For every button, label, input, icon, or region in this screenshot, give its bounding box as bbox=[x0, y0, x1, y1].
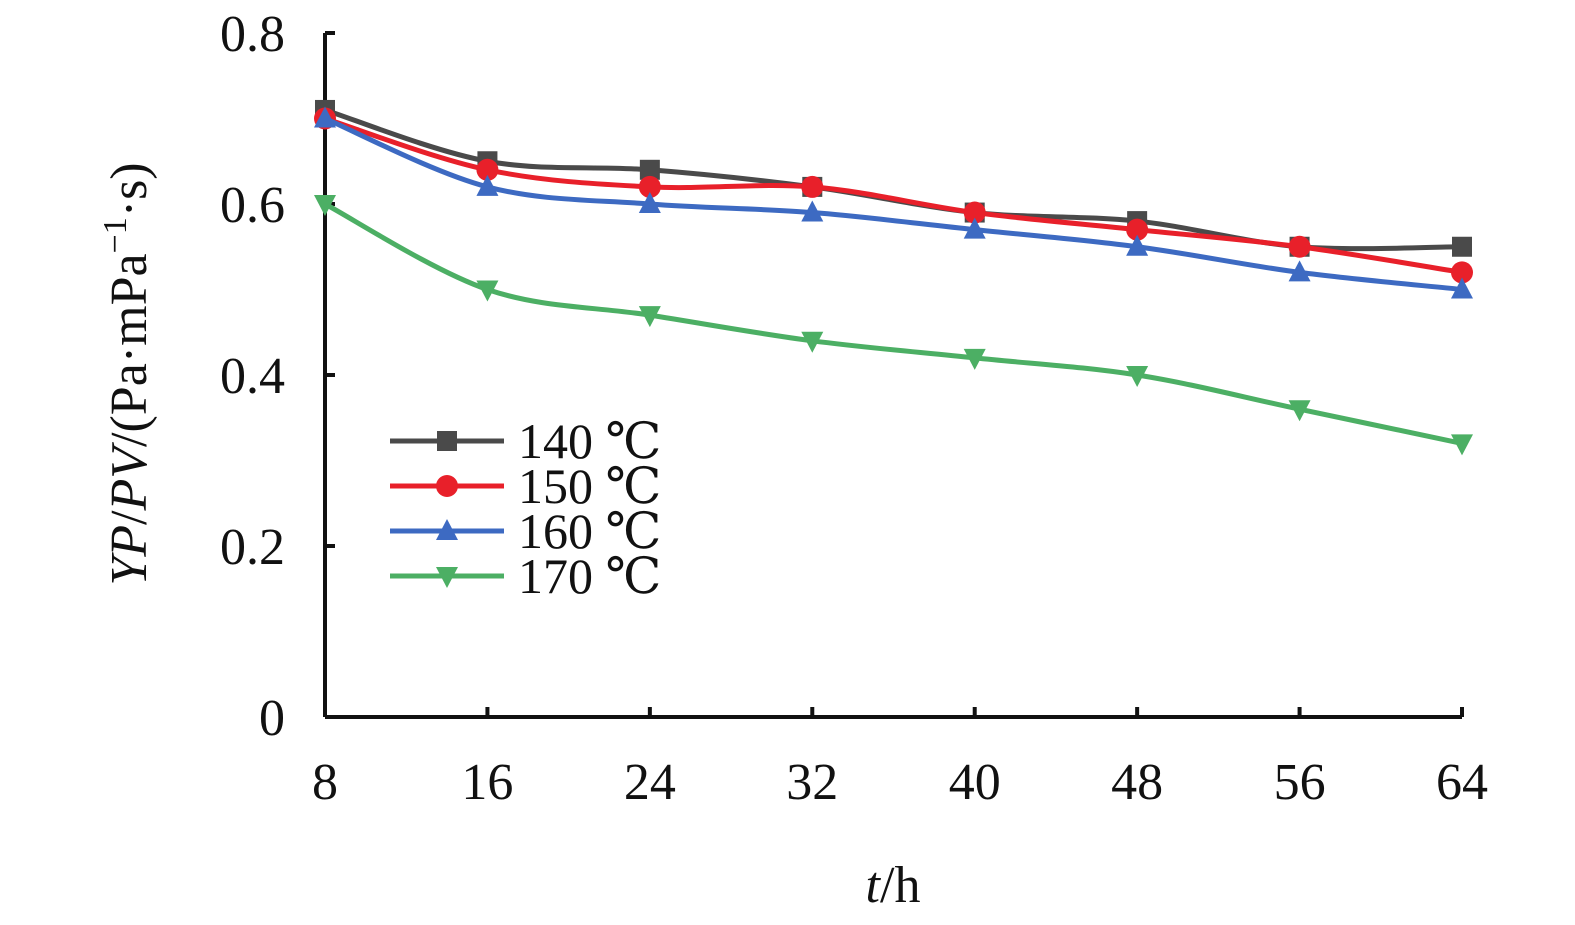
x-tick-label: 24 bbox=[624, 754, 676, 811]
series-3 bbox=[314, 195, 1473, 456]
y-axis-title-sep1: / bbox=[101, 510, 158, 525]
legend-label: 140 ℃ bbox=[518, 413, 661, 469]
legend-item: 150 ℃ bbox=[390, 458, 661, 514]
data-point bbox=[963, 201, 986, 224]
y-tick-label: 0.2 bbox=[220, 519, 285, 576]
data-point bbox=[1451, 434, 1473, 456]
y-axis-title-yp: YP bbox=[101, 525, 158, 586]
x-ticks: 8 16 24 32 40 48 56 64 bbox=[312, 707, 1488, 811]
data-point bbox=[476, 174, 499, 196]
y-tick-label: 0 bbox=[259, 690, 285, 747]
legend-marker bbox=[436, 567, 458, 588]
data-point bbox=[314, 106, 336, 128]
y-tick-label: 0.4 bbox=[220, 348, 285, 405]
x-axis-title: t/h bbox=[866, 857, 921, 914]
legend-label: 160 ℃ bbox=[518, 503, 661, 559]
data-point bbox=[1451, 277, 1473, 299]
series-1 bbox=[314, 107, 1473, 284]
x-tick-label: 48 bbox=[1111, 754, 1163, 811]
y-axis-title-pv: PV bbox=[101, 442, 158, 512]
data-point bbox=[1451, 261, 1473, 284]
data-point bbox=[1452, 236, 1472, 257]
x-tick-label: 8 bbox=[312, 754, 338, 811]
y-axis-title-tail: ·s) bbox=[101, 162, 158, 217]
data-point bbox=[638, 175, 661, 198]
plot-area bbox=[314, 99, 1473, 456]
series-line bbox=[323, 201, 1463, 446]
data-point bbox=[801, 175, 824, 198]
x-tick-label: 32 bbox=[786, 754, 838, 811]
y-tick-label: 0.8 bbox=[220, 6, 285, 63]
data-point bbox=[314, 195, 336, 216]
series-line bbox=[324, 116, 1463, 292]
legend-marker bbox=[437, 431, 457, 451]
data-point bbox=[801, 200, 824, 222]
data-point bbox=[1288, 260, 1311, 282]
data-point bbox=[801, 331, 824, 353]
legend-item: 160 ℃ bbox=[390, 503, 661, 559]
x-axis-title-var: t bbox=[866, 857, 882, 914]
y-tick-label: 0.6 bbox=[220, 177, 285, 234]
series-2 bbox=[314, 106, 1473, 299]
y-axis-title-unit: /(Pa·mPa bbox=[101, 253, 158, 447]
legend-marker bbox=[436, 519, 458, 540]
data-point bbox=[1288, 235, 1311, 258]
data-point bbox=[1126, 218, 1149, 241]
axes: 0 0.2 0.4 0.6 0.8 8 16 24 32 40 48 56 64 bbox=[220, 6, 1488, 811]
x-tick-label: 56 bbox=[1274, 754, 1326, 811]
data-point bbox=[1126, 366, 1149, 387]
data-point bbox=[476, 158, 499, 181]
x-tick-label: 16 bbox=[461, 754, 513, 811]
data-point bbox=[963, 348, 986, 370]
legend-item: 140 ℃ bbox=[390, 413, 661, 469]
data-point bbox=[1126, 234, 1149, 256]
legend-marker bbox=[436, 475, 458, 497]
data-point bbox=[638, 306, 661, 328]
x-axis-title-unit: /h bbox=[880, 857, 920, 914]
legend-label: 170 ℃ bbox=[518, 548, 661, 604]
x-tick-label: 40 bbox=[949, 754, 1001, 811]
y-axis-title-sup: −1 bbox=[97, 217, 134, 253]
x-tick-label: 64 bbox=[1436, 754, 1488, 811]
data-point bbox=[1288, 400, 1311, 422]
y-axis-title: YP/PV/(Pa·mPa−1·s) bbox=[97, 162, 158, 585]
data-point bbox=[638, 192, 661, 213]
legend-label: 150 ℃ bbox=[518, 458, 661, 514]
data-point bbox=[476, 280, 499, 302]
data-point bbox=[639, 159, 660, 180]
series-line bbox=[324, 107, 1463, 252]
legend-item: 170 ℃ bbox=[390, 548, 661, 604]
y-ticks: 0 0.2 0.4 0.6 0.8 bbox=[220, 6, 335, 747]
data-point bbox=[963, 217, 986, 239]
